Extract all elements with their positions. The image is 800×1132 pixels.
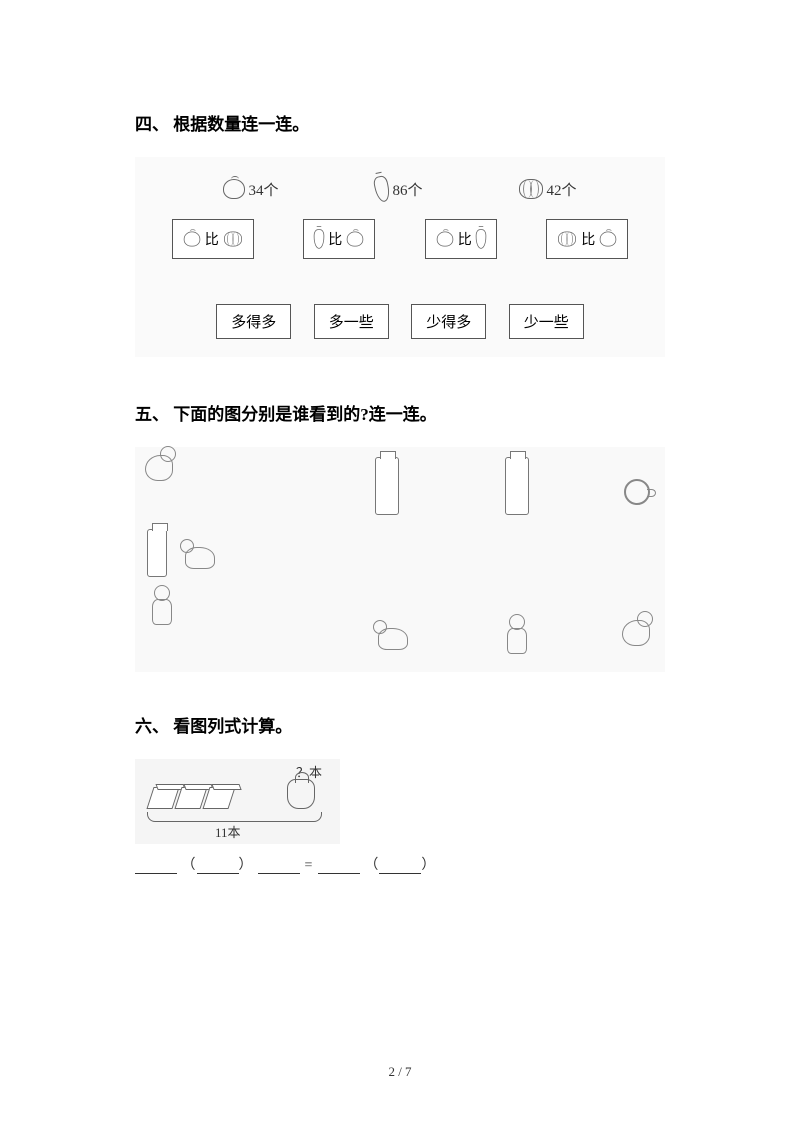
thermos-icon: [375, 457, 399, 515]
q6-total-label: 11本: [215, 822, 241, 841]
blank-1[interactable]: [135, 860, 177, 874]
bag-icon: [287, 779, 315, 809]
bi-text: 比: [328, 229, 342, 249]
pumpkin-icon: [519, 179, 543, 199]
page-number: 2 / 7: [0, 1064, 800, 1080]
compare-box-4: 比: [546, 219, 628, 259]
child-icon: [505, 614, 527, 654]
dog-icon: [373, 620, 411, 652]
tomato-icon: [600, 232, 617, 247]
answer-box-3: 少得多: [411, 304, 486, 339]
thermos-icon: [505, 457, 529, 515]
paren-r: ）: [239, 858, 254, 873]
pumpkin-icon: [558, 232, 576, 247]
tomato-icon: [437, 232, 454, 247]
blank-5[interactable]: [379, 860, 421, 874]
tomato-icon: [184, 232, 201, 247]
equation-line: （ ） = （ ）: [135, 854, 665, 874]
duck-icon: [622, 620, 650, 646]
paren-r: ）: [421, 858, 436, 873]
blank-3[interactable]: [258, 860, 300, 874]
brace-icon: [147, 812, 322, 822]
paren-l: （: [182, 858, 197, 873]
section-6-title: 六、 看图列式计算。: [135, 712, 665, 737]
blank-4[interactable]: [318, 860, 360, 874]
section-5-title: 五、 下面的图分别是谁看到的?连一连。: [135, 400, 665, 425]
answer-box-2: 多一些: [314, 304, 389, 339]
section-4-title: 四、 根据数量连一连。: [135, 110, 665, 135]
thermos-small-icon: [147, 529, 167, 577]
tomato-icon: [347, 232, 364, 247]
cup-icon: [624, 479, 650, 505]
paren-l: （: [364, 858, 379, 873]
compare-box-1: 比: [172, 219, 254, 259]
pumpkin-count: 42个: [546, 179, 576, 200]
duck-icon: [145, 455, 173, 481]
book-icon: [202, 787, 235, 809]
q4-answers-row: 多得多 多一些 少得多 少一些: [135, 304, 665, 339]
blank-2[interactable]: [197, 860, 239, 874]
q6-figure: ？本 11本: [135, 759, 340, 844]
answer-box-4: 少一些: [509, 304, 584, 339]
count-eggplant: 86个: [375, 176, 422, 202]
q5-figure: [135, 447, 665, 672]
q4-figure: 34个 86个 42个 比 比 比 比: [135, 157, 665, 357]
tomato-count: 34个: [248, 179, 278, 200]
eggplant-icon: [373, 175, 392, 203]
count-pumpkin: 42个: [519, 179, 576, 200]
dog-icon: [180, 539, 218, 571]
eggplant-icon: [476, 229, 487, 249]
answer-box-1: 多得多: [216, 304, 291, 339]
q4-compare-row: 比 比 比 比: [135, 219, 665, 259]
q4-counts-row: 34个 86个 42个: [135, 172, 665, 206]
compare-box-3: 比: [425, 219, 497, 259]
compare-box-2: 比: [303, 219, 375, 259]
eggplant-icon: [314, 229, 325, 249]
count-tomato: 34个: [223, 179, 278, 200]
equals-sign: =: [305, 858, 314, 873]
eggplant-count: 86个: [392, 179, 422, 200]
child-icon: [150, 585, 172, 625]
bi-text: 比: [458, 229, 472, 249]
bi-text: 比: [205, 229, 219, 249]
tomato-icon: [223, 179, 245, 199]
bi-text: 比: [581, 229, 595, 249]
pumpkin-icon: [224, 232, 242, 247]
